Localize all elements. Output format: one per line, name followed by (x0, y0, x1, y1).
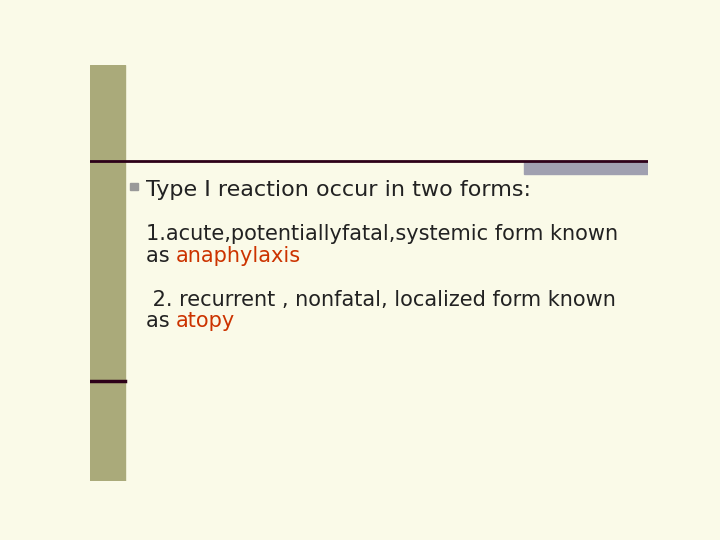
Text: Type I reaction occur in two forms:: Type I reaction occur in two forms: (145, 180, 531, 200)
Text: 1.acute,potentiallyfatal,systemic form known: 1.acute,potentiallyfatal,systemic form k… (145, 224, 618, 244)
Text: as: as (145, 311, 176, 331)
Text: 2. recurrent , nonfatal, localized form known: 2. recurrent , nonfatal, localized form … (145, 289, 616, 309)
Bar (90, 65, 125, 481)
Bar (524, 162, 648, 174)
Text: as: as (145, 246, 176, 266)
Text: atopy: atopy (176, 311, 235, 331)
Text: anaphylaxis: anaphylaxis (176, 246, 301, 266)
Bar (130, 183, 138, 190)
